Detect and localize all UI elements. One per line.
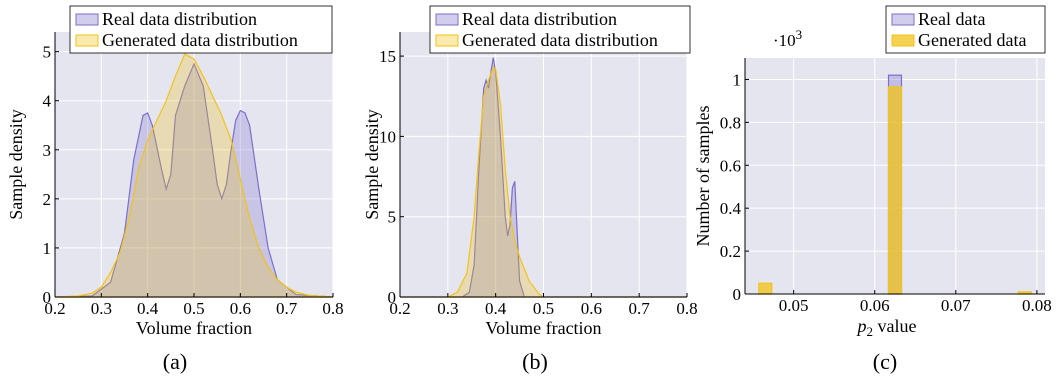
y-tick-label: 5 <box>43 43 52 62</box>
subfigure-caption: (b) <box>522 349 548 374</box>
y-axis-label: Number of samples <box>693 106 713 247</box>
x-tick-label: 0.5 <box>533 299 554 318</box>
y-tick-label: 0 <box>43 288 52 307</box>
x-tick-label: 0.7 <box>629 299 651 318</box>
legend-box <box>69 5 333 54</box>
y-tick-label: 0 <box>388 288 397 307</box>
x-tick-label: 0.4 <box>485 299 507 318</box>
x-tick-label: 0.3 <box>91 299 112 318</box>
legend-label-1: Real data distribution <box>102 9 257 29</box>
y-tick-label: 5 <box>388 208 397 227</box>
x-tick-label: 0.06 <box>860 296 890 315</box>
chart-b: 0.2 0.3 0.4 0.5 0.6 0.7 0.8 0 5 10 15 Volume fracti… <box>362 5 698 374</box>
series-area-2 <box>400 66 687 298</box>
y-tick-label: 1 <box>733 70 742 89</box>
y-tick-label: 0.4 <box>720 199 742 218</box>
y-tick-label: 15 <box>379 47 396 66</box>
y-tick-label: 4 <box>43 92 52 111</box>
y-tick-label: 2 <box>43 190 52 209</box>
x-tick-label: 0.2 <box>389 299 410 318</box>
x-tick-label: 0.08 <box>1022 296 1052 315</box>
chart-a: 0.2 0.3 0.4 0.5 0.6 0.7 0.8 0 1 2 3 4 5 Volume fracti… <box>6 5 344 374</box>
subfigure-caption: (c) <box>873 349 897 374</box>
series-area-1 <box>400 57 687 298</box>
x-axis-label: Volume fraction <box>136 318 252 338</box>
x-tick-label: 0.8 <box>676 299 697 318</box>
legend-label-2: Generated data distribution <box>102 30 298 50</box>
x-tick-label: 0.8 <box>322 299 343 318</box>
legend-label-2: Generated data distribution <box>462 30 658 50</box>
legend-box <box>429 5 691 54</box>
legend-label-2: Generated data <box>918 30 1026 50</box>
x-tick-label: 0.3 <box>437 299 458 318</box>
y-axis-label: Sample density <box>6 109 26 220</box>
y-tick-label: 0.6 <box>720 156 741 175</box>
y-tick-label: 1 <box>43 239 52 258</box>
x-tick-label: 0.07 <box>941 296 971 315</box>
legend-label-1: Real data distribution <box>462 9 617 29</box>
y-tick-label: 0.8 <box>720 113 741 132</box>
legend-swatch-2 <box>435 34 459 47</box>
x-tick-label: 0.5 <box>183 299 204 318</box>
x-axis-label: p2 value <box>856 316 917 339</box>
legend-swatch-2 <box>75 34 99 47</box>
x-tick-label: 0.7 <box>276 299 298 318</box>
bar-2 <box>758 282 773 295</box>
y-tick-label: 10 <box>379 127 396 146</box>
legend-swatch-2 <box>891 34 915 47</box>
legend-swatch-1 <box>435 13 459 26</box>
x-tick-label: 0.4 <box>137 299 159 318</box>
bar-2 <box>887 86 903 295</box>
series-area-1 <box>54 62 334 298</box>
legend-swatch-1 <box>891 13 915 26</box>
x-axis-label: Volume fraction <box>485 318 601 338</box>
legend-label-1: Real data <box>918 9 985 29</box>
x-tick-label: 0.2 <box>44 299 65 318</box>
x-tick-label: 0.05 <box>779 296 809 315</box>
x-tick-label: 0.6 <box>230 299 251 318</box>
x-tick-label: 0.6 <box>581 299 602 318</box>
y-multiplier: ·103 <box>773 27 802 50</box>
y-tick-label: 0 <box>733 285 742 304</box>
series-area-2 <box>54 53 334 298</box>
y-tick-label: 3 <box>43 141 52 160</box>
subfigure-caption: (a) <box>163 349 187 374</box>
y-axis-label: Sample density <box>362 109 382 220</box>
chart-c: 0.05 0.06 0.07 0.08 0 0.2 0.4 0.6 0.8 1 ·103 p2 val… <box>693 5 1052 374</box>
legend-swatch-1 <box>75 13 99 26</box>
y-tick-label: 0.2 <box>720 242 741 261</box>
